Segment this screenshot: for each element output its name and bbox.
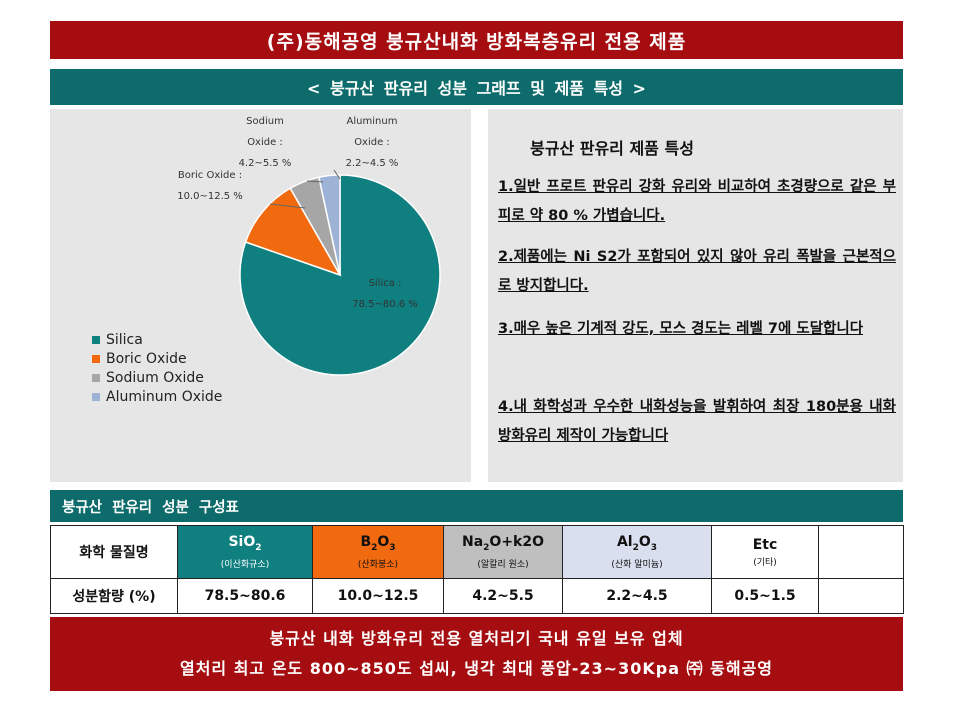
table-row-content: 성분함량 (%) 78.5~80.6 10.0~12.5 4.2~5.5 2.2… xyxy=(50,578,904,614)
legend-item-aluminum-oxide: Aluminum Oxide xyxy=(92,387,222,406)
pie-label-silica: Silica : 78.5~80.6 % xyxy=(352,278,418,310)
feature-item-1: 1.일반 프로트 판유리 강화 유리와 비교하여 초경량으로 같은 부피로 약 … xyxy=(498,179,896,224)
feature-item-4: 4.내 화학성과 우수한 내화성능을 발휘하여 최장 180분용 내화방화유리 … xyxy=(498,399,896,444)
chart-legend: Silica Boric Oxide Sodium Oxide Aluminum… xyxy=(92,330,222,406)
footer-banner: 붕규산 내화 방화유리 전용 열처리기 국내 유일 보유 업체 열처리 최고 온… xyxy=(50,617,903,691)
legend-item-boric-oxide: Boric Oxide xyxy=(92,349,222,368)
chemical-korean-name: (이산화규소) xyxy=(220,560,270,571)
chemical-formula: B2O3 xyxy=(360,533,396,553)
cell-boric-oxide: B2O3 (산화붕소) xyxy=(312,525,444,579)
cell-aluminum-oxide: Al2O3 (산화 알미늄) xyxy=(562,525,712,579)
cell-empty xyxy=(818,525,904,579)
cell-sodium-oxide: Na2O+k2O (알칼리 원소) xyxy=(443,525,563,579)
value-silica: 78.5~80.6 xyxy=(177,578,313,614)
features-title: 붕규산 판유리 제품 특성 xyxy=(530,139,694,158)
pie-slice-boric-oxide xyxy=(244,187,342,277)
page-title: (주)동해공영 붕규산내화 방화복층유리 전용 제품 xyxy=(50,21,903,59)
footer-line-2: 열처리 최고 온도 800~850도 섭씨, 냉각 최대 풍압-23~30Kpa… xyxy=(179,659,774,678)
chemical-korean-name: (기타) xyxy=(753,557,777,568)
leader-line-boric xyxy=(269,203,306,209)
pie-chart-panel: Sodium Oxide : 4.2~5.5 % Aluminum Oxide … xyxy=(50,109,471,482)
leader-line-aluminum xyxy=(333,169,341,180)
value-aluminum-oxide: 2.2~4.5 xyxy=(562,578,712,614)
feature-item-3: 3.매우 높은 기계적 강도, 모스 경도는 레벨 7에 도달합니다 xyxy=(498,321,864,337)
feature-item-2: 2.제품에는 Ni S2가 포함되어 있지 않아 유리 폭발을 근본적으로 방지… xyxy=(498,249,896,294)
chemical-formula: SiO2 xyxy=(228,533,262,553)
row-label-content: 성분함량 (%) xyxy=(50,578,178,614)
pie-label-sodium: Sodium Oxide : 4.2~5.5 % xyxy=(238,116,292,169)
section-subtitle: < 붕규산 판유리 성분 그래프 및 제품 특성 > xyxy=(50,69,903,105)
pie-label-boric: Boric Oxide : 10.0~12.5 % xyxy=(177,170,243,202)
product-features-panel: 붕규산 판유리 제품 특성 1.일반 프로트 판유리 강화 유리와 비교하여 초… xyxy=(488,109,903,482)
chemical-korean-name: (산화붕소) xyxy=(357,560,399,571)
chemical-korean-name: (알칼리 원소) xyxy=(477,560,529,571)
leader-line-sodium xyxy=(306,180,324,183)
composition-table-header: 붕규산 판유리 성분 구성표 xyxy=(50,490,903,522)
pie-label-aluminum: Aluminum Oxide : 2.2~4.5 % xyxy=(345,116,399,169)
chemical-formula: Etc xyxy=(752,536,778,553)
cell-etc: Etc (기타) xyxy=(711,525,819,579)
value-empty xyxy=(818,578,904,614)
legend-item-sodium-oxide: Sodium Oxide xyxy=(92,368,222,387)
value-etc: 0.5~1.5 xyxy=(711,578,819,614)
value-boric-oxide: 10.0~12.5 xyxy=(312,578,444,614)
chemical-formula: Al2O3 xyxy=(616,533,658,553)
chemical-formula: Na2O+k2O xyxy=(461,533,545,553)
composition-table: 화학 물질명 SiO2 (이산화규소) B2O3 (산화붕소) Na2O+k2O (알… xyxy=(50,525,904,614)
value-sodium-oxide: 4.2~5.5 xyxy=(443,578,563,614)
table-row-chemical: 화학 물질명 SiO2 (이산화규소) B2O3 (산화붕소) Na2O+k2O (알… xyxy=(50,525,904,579)
pie-chart xyxy=(239,169,441,376)
chemical-korean-name: (산화 알미늄) xyxy=(611,560,663,571)
cell-silica: SiO2 (이산화규소) xyxy=(177,525,313,579)
pie-slice-aluminum-oxide xyxy=(318,174,341,276)
legend-item-silica: Silica xyxy=(92,330,222,349)
row-label-chemical: 화학 물질명 xyxy=(50,525,178,579)
footer-line-1: 붕규산 내화 방화유리 전용 열처리기 국내 유일 보유 업체 xyxy=(269,629,684,648)
